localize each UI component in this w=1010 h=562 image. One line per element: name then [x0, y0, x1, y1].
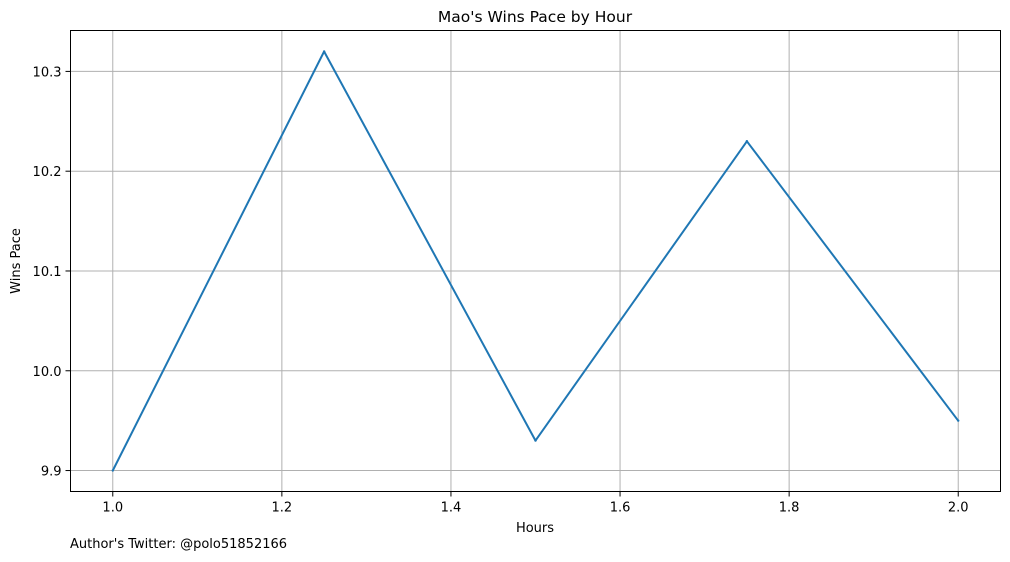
x-tick-label: 1.6: [610, 501, 631, 516]
x-axis-ticks: 1.0 1.2 1.4 1.6 1.8 2.0: [102, 491, 969, 516]
y-tick-label: 9.9: [41, 465, 62, 480]
data-point: [745, 140, 749, 143]
data-point: [957, 419, 960, 422]
y-tick-label: 10.1: [33, 265, 62, 280]
x-tick-label: 2.0: [948, 501, 969, 516]
x-tick-label: 1.2: [272, 501, 293, 516]
y-tick-label: 10.3: [33, 65, 62, 80]
plot-area-frame: [70, 30, 1001, 492]
x-tick-label: 1.0: [102, 501, 123, 516]
y-tick-label: 10.0: [33, 365, 62, 380]
data-point: [111, 469, 114, 472]
x-axis-label: Hours: [516, 521, 554, 536]
y-axis-label: Wins Pace: [9, 228, 24, 294]
x-tick-label: 1.8: [779, 501, 800, 516]
data-point: [534, 439, 537, 442]
series-line: [111, 50, 959, 471]
x-tick-label: 1.4: [441, 501, 462, 516]
series-layer: [111, 50, 960, 472]
data-point: [322, 50, 326, 53]
chart-title: Mao's Wins Pace by Hour: [438, 8, 633, 26]
y-tick-label: 10.2: [33, 165, 62, 180]
grid-lines: [70, 30, 1001, 492]
y-axis-ticks: 9.9 10.0 10.1 10.2 10.3: [33, 65, 71, 480]
author-footnote: Author's Twitter: @polo51852166: [70, 537, 288, 552]
